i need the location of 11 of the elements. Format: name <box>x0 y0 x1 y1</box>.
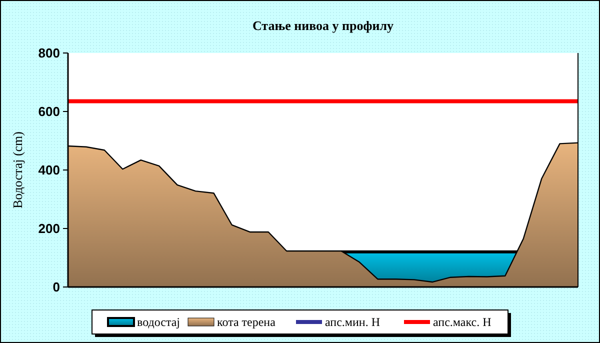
legend-label: апс.мин. H <box>325 315 380 330</box>
y-tick-label: 600 <box>38 104 60 120</box>
legend-label: кота терена <box>217 315 276 330</box>
y-tick-label: 200 <box>38 221 60 236</box>
y-axis-title: Водостај (cm) <box>10 131 25 209</box>
y-tick-label: 800 <box>38 46 60 61</box>
legend-label: водостај <box>137 315 180 330</box>
chart-title: Стање нивоа у профилу <box>252 18 394 33</box>
legend-label: апс.макс. H <box>433 315 492 330</box>
y-tick-label: 400 <box>38 162 60 178</box>
y-tick-label: 0 <box>52 280 60 295</box>
